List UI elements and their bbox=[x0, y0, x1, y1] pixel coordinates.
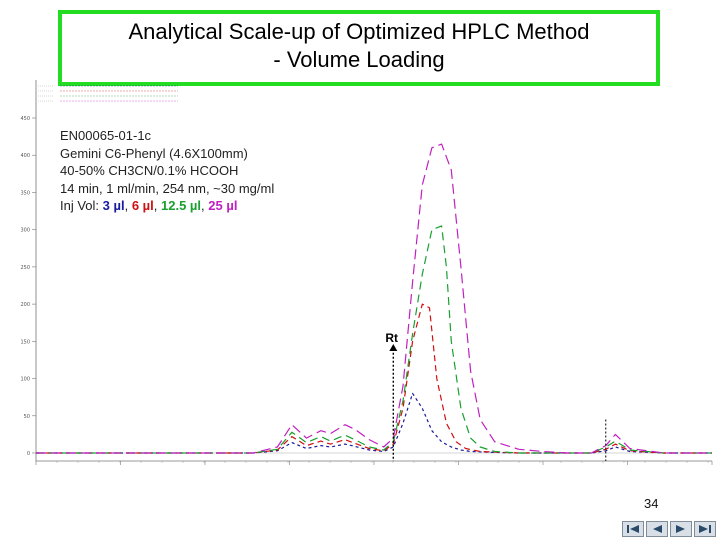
chromatogram-chart: 0 50 100 150 200 250 300 350 400 450 Rt bbox=[20, 80, 713, 465]
page-number: 34 bbox=[644, 496, 659, 511]
slide-title-line-2: - Volume Loading bbox=[273, 47, 445, 72]
next-slide-button[interactable] bbox=[670, 521, 692, 537]
next-slide-icon bbox=[676, 525, 685, 533]
y-tick-label: 200 bbox=[20, 302, 30, 308]
slide-title-box: Analytical Scale-up of Optimized HPLC Me… bbox=[58, 10, 660, 86]
slide-navigation bbox=[622, 521, 716, 537]
inj-vol-12-5ul: 12.5 µl bbox=[161, 198, 202, 213]
previous-slide-button[interactable] bbox=[646, 521, 668, 537]
column-spec: Gemini C6-Phenyl (4.6X100mm) bbox=[60, 145, 248, 161]
slide-title-line-1: Analytical Scale-up of Optimized HPLC Me… bbox=[128, 19, 590, 44]
chart-markers: Rt bbox=[385, 331, 607, 461]
y-tick-label: 350 bbox=[20, 190, 30, 196]
mobile-phase: 40-50% CH3CN/0.1% HCOOH bbox=[60, 163, 239, 178]
chromatogram-series-line bbox=[36, 225, 712, 454]
run-conditions: 14 min, 1 ml/min, 254 nm, ~30 mg/ml bbox=[60, 180, 275, 196]
inj-vol-sep-2: , bbox=[153, 198, 162, 213]
chart-header-legend bbox=[38, 85, 178, 102]
chart-series-group bbox=[36, 143, 712, 454]
last-slide-button[interactable] bbox=[694, 521, 716, 537]
inj-vol-prefix: Inj Vol: bbox=[60, 198, 103, 213]
y-tick-label: 100 bbox=[20, 377, 30, 383]
chromatogram-series-line bbox=[36, 303, 712, 454]
inj-vol-sep-3: , bbox=[201, 198, 209, 213]
y-tick-label: 150 bbox=[20, 339, 30, 345]
sample-id: EN00065-01-1c bbox=[60, 128, 152, 143]
chromatogram-series-line bbox=[36, 143, 712, 454]
y-tick-label: 400 bbox=[20, 153, 30, 159]
inj-vol-25ul: 25 µl bbox=[208, 198, 238, 213]
chromatogram-series-line bbox=[36, 392, 712, 454]
last-slide-icon bbox=[699, 525, 711, 533]
y-tick-label: 0 bbox=[27, 451, 30, 457]
first-slide-button[interactable] bbox=[622, 521, 644, 537]
previous-slide-icon bbox=[653, 525, 662, 533]
inj-vol-6ul: 6 µl bbox=[131, 198, 154, 213]
y-tick-label: 50 bbox=[24, 414, 30, 420]
rt-label: Rt bbox=[385, 331, 398, 345]
method-info-block: EN00065-01-1c Gemini C6-Phenyl (4.6X100m… bbox=[60, 127, 274, 215]
y-tick-label: 450 bbox=[20, 116, 30, 122]
inj-vol-sep-1: , bbox=[124, 198, 132, 213]
first-slide-icon bbox=[627, 525, 639, 533]
rt-marker-arrowhead bbox=[389, 344, 398, 352]
y-tick-label: 250 bbox=[20, 265, 30, 271]
y-tick-label: 300 bbox=[20, 228, 30, 234]
inj-vol-3ul: 3 µl bbox=[102, 198, 125, 213]
injection-volumes: Inj Vol: 3 µl, 6 µl, 12.5 µl, 25 µl bbox=[60, 197, 274, 215]
